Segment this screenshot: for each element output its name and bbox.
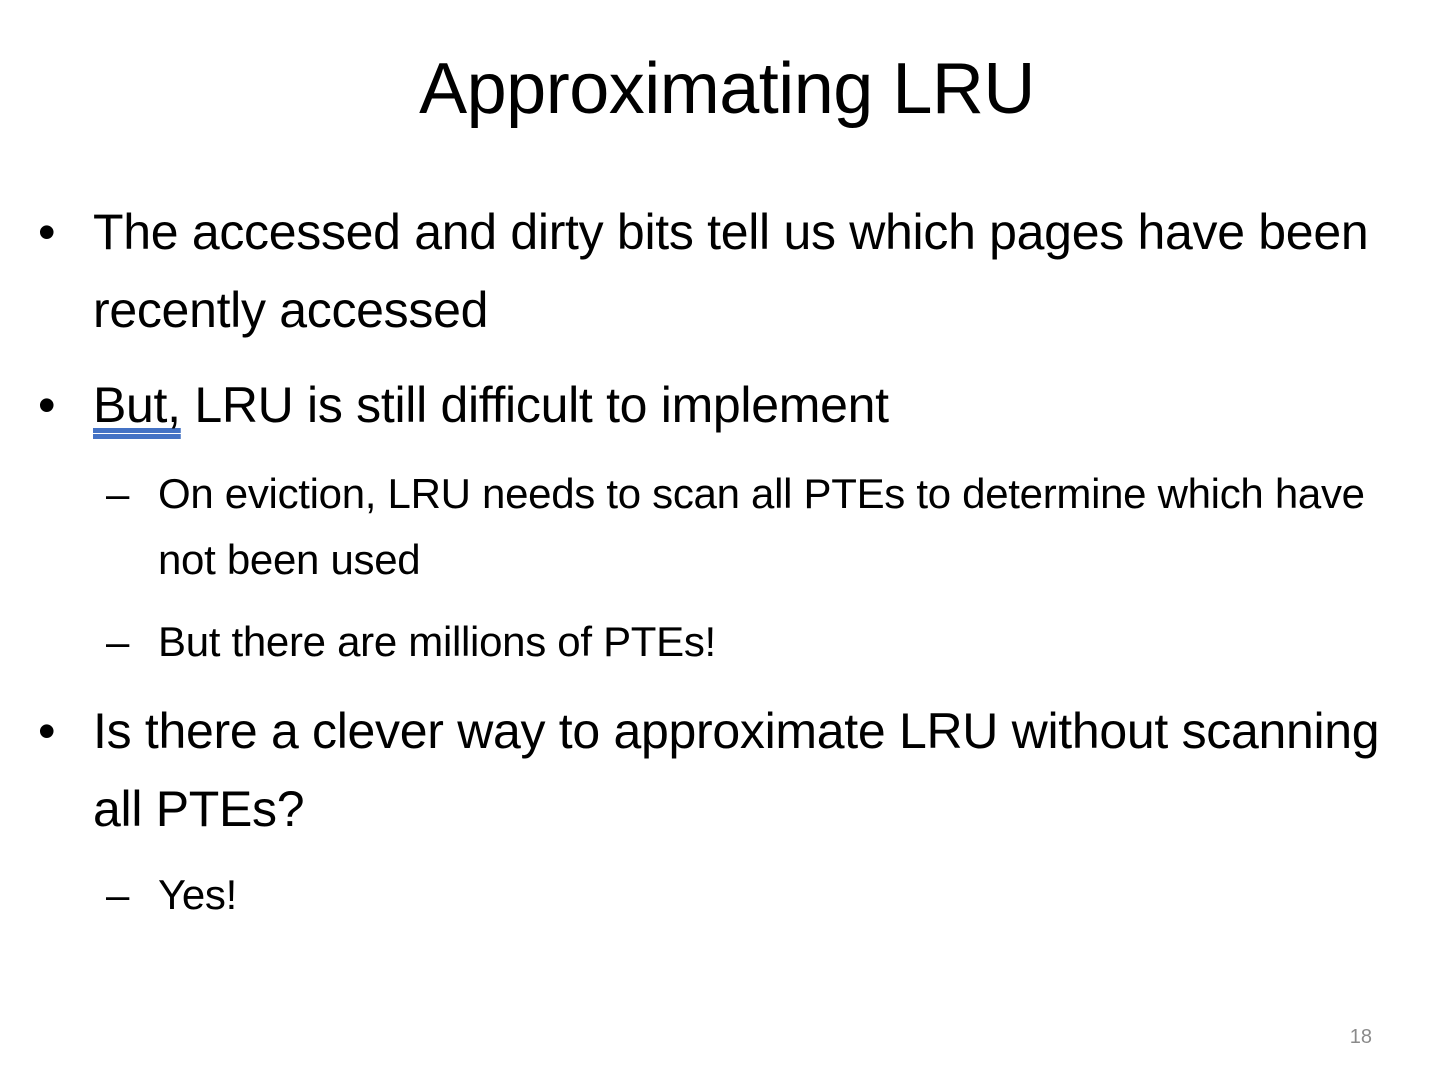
bullet-item: • Is there a clever way to approximate L… xyxy=(38,692,1418,848)
bullet-item: • The accessed and dirty bits tell us wh… xyxy=(38,193,1418,349)
bullet-marker: • xyxy=(38,377,56,433)
sub-bullet-text: But there are millions of PTEs! xyxy=(158,618,716,665)
bullet-text-rest: LRU is still difficult to implement xyxy=(180,377,889,433)
bullet-text: The accessed and dirty bits tell us whic… xyxy=(93,204,1369,338)
slide-title: Approximating LRU xyxy=(419,49,1035,129)
bullet-item: • But, LRU is still difficult to impleme… xyxy=(38,366,1418,444)
bullet-text: But, LRU is still difficult to implement xyxy=(93,366,1418,444)
dash-marker: – xyxy=(106,618,130,665)
sub-bullet-item: – On eviction, LRU needs to scan all PTE… xyxy=(106,461,1426,593)
sub-bullet-item: – But there are millions of PTEs! xyxy=(106,609,1426,675)
bullet-marker: • xyxy=(38,204,56,260)
sub-bullet-text: Yes! xyxy=(158,871,237,918)
page-number: 18 xyxy=(1349,1026,1372,1048)
bullet-text: Is there a clever way to approximate LRU… xyxy=(93,703,1380,837)
underlined-word: But, xyxy=(93,377,181,433)
bullet-marker: • xyxy=(38,703,56,759)
sub-bullet-item: – Yes! xyxy=(106,862,1426,928)
dash-marker: – xyxy=(106,871,130,918)
dash-marker: – xyxy=(106,470,130,517)
sub-bullet-text: On eviction, LRU needs to scan all PTEs … xyxy=(158,470,1365,583)
